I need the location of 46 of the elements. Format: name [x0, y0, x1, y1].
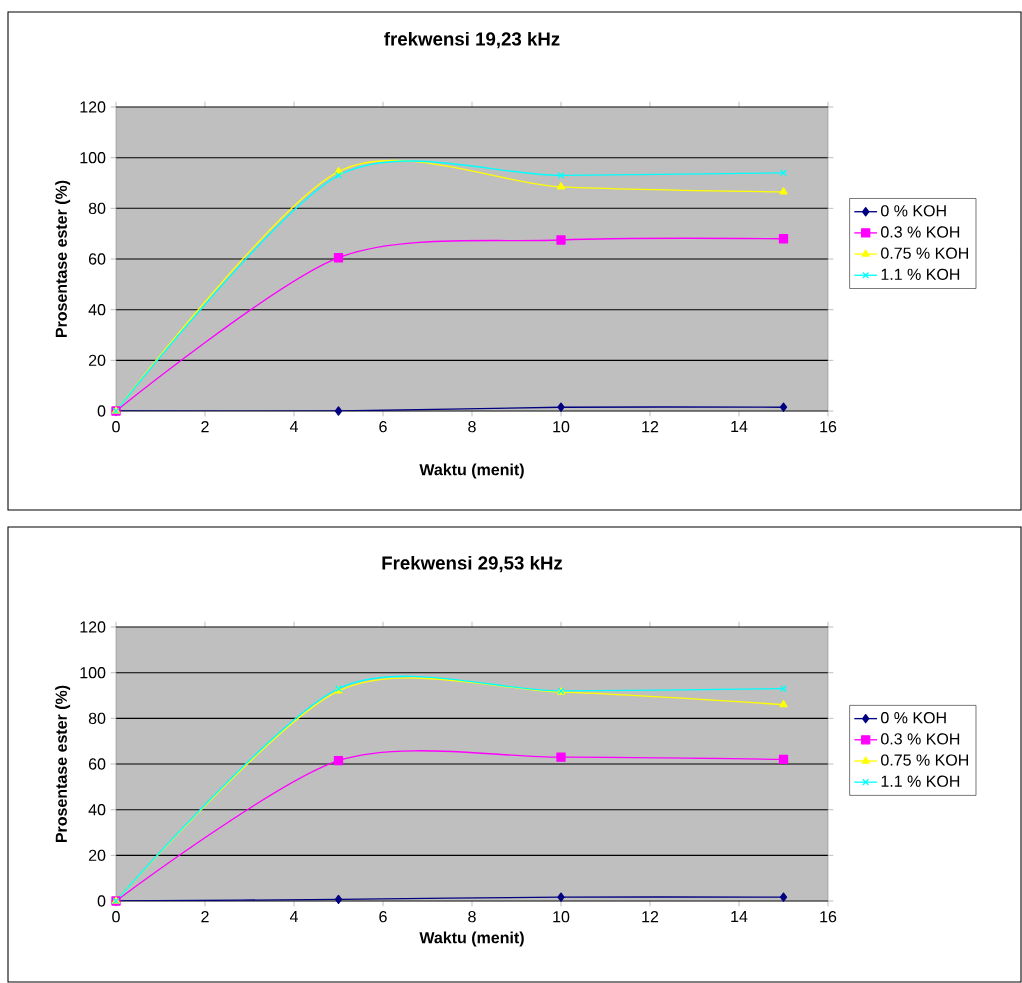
- y-tick-label: 100: [80, 152, 106, 164]
- y-tick-label: 60: [88, 253, 106, 265]
- x-tick-label: 16: [820, 911, 837, 923]
- y-tick-label: 60: [88, 758, 106, 770]
- x-tick-label: 6: [379, 911, 387, 923]
- x-tick-label: 4: [289, 911, 298, 923]
- x-tick-label: 8: [468, 911, 476, 923]
- x-tick-label: 4: [289, 421, 298, 433]
- x-tick-label: 10: [553, 421, 570, 433]
- x-tick-label: 6: [379, 421, 387, 433]
- legend-label: 0.3 % KOH: [881, 226, 960, 238]
- y-axis-title: Prosentase ester (%): [55, 685, 71, 843]
- legend-label: 0.3 % KOH: [881, 733, 960, 745]
- y-tick-label: 0: [97, 895, 106, 907]
- y-tick-label: 80: [88, 712, 106, 724]
- x-tick-label: 12: [642, 421, 659, 433]
- chart-title: Frekwensi 29,53 kHz: [382, 555, 563, 573]
- y-tick-label: 40: [88, 804, 106, 816]
- y-tick-label: 40: [88, 304, 106, 316]
- x-tick-label: 0: [112, 421, 120, 433]
- legend-label: 0.75 % KOH: [881, 754, 968, 766]
- legend-label: 0 % KOH: [881, 712, 946, 724]
- y-tick-label: 80: [88, 202, 106, 214]
- y-tick-label: 20: [88, 354, 106, 366]
- y-tick-label: 100: [80, 667, 106, 679]
- x-axis-title: Waktu (menit): [419, 463, 524, 479]
- x-tick-label: 12: [642, 911, 659, 923]
- legend-label: 1.1 % KOH: [881, 775, 960, 787]
- x-tick-label: 0: [112, 911, 120, 923]
- y-tick-label: 0: [97, 405, 106, 417]
- x-tick-label: 10: [553, 911, 570, 923]
- y-tick-label: 120: [80, 621, 106, 633]
- y-tick-label: 120: [80, 101, 106, 113]
- y-axis-title: Prosentase ester (%): [55, 180, 71, 338]
- x-tick-label: 14: [731, 911, 748, 923]
- x-tick-label: 2: [201, 911, 209, 923]
- x-axis-title: Waktu (menit): [419, 931, 524, 947]
- chart-title: frekwensi 19,23 kHz: [384, 31, 560, 49]
- x-tick-label: 16: [820, 421, 837, 433]
- legend-label: 0.75 % KOH: [881, 247, 968, 259]
- x-tick-label: 8: [468, 421, 476, 433]
- x-tick-label: 2: [201, 421, 209, 433]
- x-tick-label: 14: [731, 421, 748, 433]
- legend-label: 1.1 % KOH: [881, 268, 960, 280]
- y-tick-label: 20: [88, 849, 106, 861]
- legend-label: 0 % KOH: [881, 205, 946, 217]
